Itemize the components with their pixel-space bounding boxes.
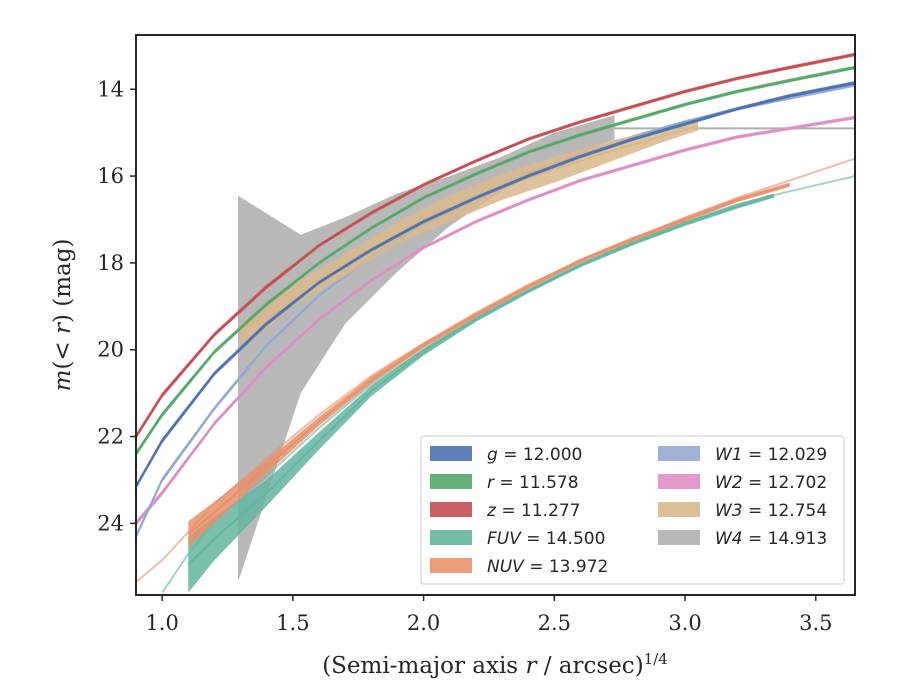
- legend-swatch-g: [430, 446, 472, 461]
- series-g: [136, 81, 855, 490]
- legend-item-w2: W2 = 12.702: [658, 473, 827, 493]
- y-axis-label-r: r: [50, 321, 76, 334]
- series-nuv-line: [187, 183, 790, 535]
- legend: g = 12.000 r = 11.578 z = 11.277 FUV = 14.5…: [420, 435, 845, 585]
- series-nuv: [136, 157, 855, 583]
- x-tick-label: 2.5: [538, 611, 571, 635]
- series-fuv-line: [187, 194, 775, 566]
- x-axis-label-unit: / arcsec): [536, 653, 643, 679]
- legend-label-w4: W4 = 14.913: [715, 529, 827, 549]
- x-axis-label-exponent: 1/4: [644, 650, 668, 668]
- x-tick-label: 3.0: [668, 611, 701, 635]
- x-tick-label: 2.0: [407, 611, 440, 635]
- legend-item-w1: W1 = 12.029: [658, 445, 827, 465]
- series-z: [136, 52, 855, 440]
- y-tick-label: 14: [97, 77, 124, 101]
- legend-swatch-nuv: [430, 558, 472, 573]
- x-tick-label: 1.0: [145, 611, 178, 635]
- series-z-line: [136, 53, 855, 438]
- legend-box: [420, 435, 845, 585]
- legend-item-nuv: NUV = 13.972: [430, 557, 608, 577]
- legend-label-fuv: FUV = 14.500: [487, 529, 605, 549]
- x-tick-label: 3.5: [799, 611, 832, 635]
- y-tick-label: 16: [97, 164, 124, 188]
- legend-item-z: z = 11.277: [430, 501, 580, 521]
- x-axis: 1.0 1.5 2.0 2.5 3.0 3.5: [145, 595, 832, 635]
- legend-swatch-w4: [658, 530, 700, 545]
- y-axis: 14 16 18 20 22 24: [97, 77, 136, 535]
- x-axis-label-text: (Semi-major axis: [322, 653, 525, 679]
- legend-item-r: r = 11.578: [430, 473, 579, 493]
- legend-swatch-w3: [658, 502, 700, 517]
- series-w4-band: [238, 115, 615, 583]
- legend-item-w3: W3 = 12.754: [658, 501, 827, 521]
- y-tick-label: 20: [97, 338, 124, 362]
- legend-swatch-w1: [658, 446, 700, 461]
- legend-label-w1: W1 = 12.029: [715, 445, 827, 465]
- series-w2-line: [136, 116, 855, 525]
- legend-label-r: r = 11.578: [487, 473, 579, 493]
- legend-label-w3: W3 = 12.754: [715, 501, 827, 521]
- legend-item-w4: W4 = 14.913: [658, 529, 827, 549]
- x-axis-label: (Semi-major axis r / arcsec)1/4: [322, 650, 668, 679]
- legend-item-g: g = 12.000: [430, 445, 582, 465]
- x-axis-label-var: r: [525, 653, 538, 679]
- legend-swatch-w2: [658, 474, 700, 489]
- legend-swatch-fuv: [430, 530, 472, 545]
- series-w4: [238, 115, 855, 583]
- series-g-line: [136, 81, 855, 487]
- y-axis-label: m(< r) (mag): [50, 239, 76, 392]
- legend-label-g: g = 12.000: [487, 445, 582, 465]
- legend-label-w2: W2 = 12.702: [715, 473, 827, 493]
- legend-label-z: z = 11.277: [486, 501, 580, 521]
- series-w2: [136, 115, 855, 526]
- y-tick-label: 18: [97, 251, 124, 275]
- plot-frame: [135, 34, 856, 596]
- legend-item-fuv: FUV = 14.500: [430, 529, 605, 549]
- legend-label-nuv: NUV = 13.972: [487, 557, 608, 577]
- legend-swatch-r: [430, 474, 472, 489]
- legend-swatch-z: [430, 502, 472, 517]
- x-tick-label: 1.5: [276, 611, 309, 635]
- y-tick-label: 24: [97, 511, 124, 535]
- y-axis-label-text: (<: [50, 334, 76, 370]
- series-w3-band: [240, 121, 699, 350]
- series-r-line: [136, 66, 855, 455]
- plot-area: [136, 52, 855, 594]
- series-r: [136, 65, 855, 457]
- y-tick-label: 22: [97, 425, 124, 449]
- y-axis-label-var: m: [50, 370, 76, 392]
- y-axis-label-unit: ) (mag): [50, 239, 76, 323]
